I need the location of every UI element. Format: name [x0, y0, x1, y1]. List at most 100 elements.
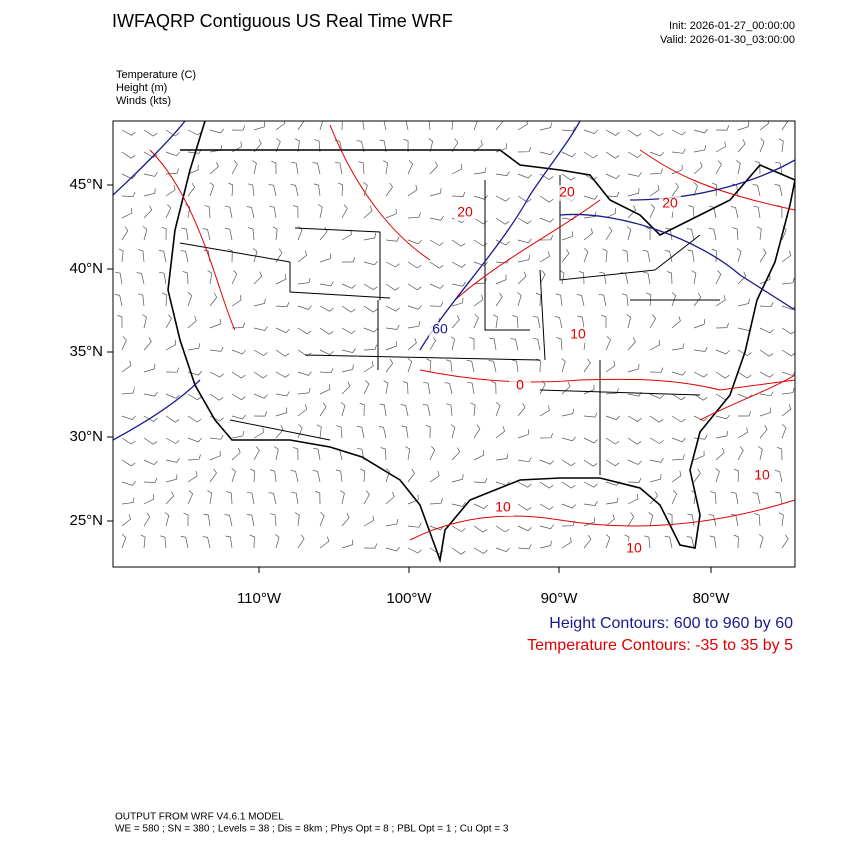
wind-barb: [269, 469, 277, 483]
wind-barb: [159, 271, 167, 285]
wind-barb: [379, 403, 387, 417]
wind-barb: [224, 228, 233, 241]
lat-label: 25°N: [69, 512, 103, 529]
wind-barb: [165, 184, 176, 197]
wind-barb: [649, 151, 664, 157]
wind-barb: [187, 164, 199, 175]
wind-barb: [561, 358, 566, 373]
wind-barb: [290, 470, 299, 483]
wind-barb: [583, 534, 592, 549]
wind-barb: [605, 129, 620, 136]
wind-barb: [649, 457, 664, 463]
wind-barb: [759, 302, 774, 308]
contour-label: 0: [516, 377, 524, 393]
wind-barb: [561, 151, 576, 158]
wind-barb: [142, 226, 148, 241]
wind-barb: [759, 349, 774, 357]
wind-barb: [143, 459, 158, 466]
wind-barb: [561, 408, 574, 417]
init-time: Init: 2026-01-27_00:00:00: [669, 20, 795, 32]
lat-label: 35°N: [69, 343, 103, 360]
wind-barb: [187, 343, 201, 351]
wind-barb: [708, 514, 717, 527]
wind-barb: [319, 121, 323, 131]
wind-barb: [730, 491, 739, 505]
wind-barb: [671, 454, 685, 461]
wind-barb: [646, 292, 652, 307]
wind-barb: [715, 447, 725, 461]
wind-barb: [539, 459, 554, 465]
wind-barb: [671, 316, 681, 329]
wind-barb: [561, 459, 576, 467]
wind-barb: [252, 160, 257, 175]
wind-barb: [341, 305, 356, 313]
wind-barb: [517, 457, 532, 463]
wind-barb: [774, 470, 783, 483]
wind-barb: [621, 293, 629, 307]
wind-barb: [715, 322, 729, 329]
wind-barb: [578, 270, 585, 285]
wind-barb: [385, 519, 399, 527]
wind-barb: [753, 205, 761, 219]
wind-barb: [429, 261, 444, 269]
wind-barb: [121, 208, 133, 219]
wind-barb: [737, 121, 750, 131]
wind-barb: [535, 292, 541, 307]
wind-barb: [253, 271, 263, 285]
wind-barb: [778, 138, 784, 153]
wind-barb: [473, 525, 488, 533]
wind-barb: [143, 188, 156, 197]
wind-barb: [495, 274, 507, 285]
wind-barb: [385, 546, 400, 552]
wind-barb: [253, 427, 264, 439]
wind-barb: [598, 294, 607, 307]
contour-label-box: [623, 541, 645, 557]
wind-barb: [165, 204, 172, 219]
wind-barb: [756, 226, 762, 241]
wind-barb: [253, 121, 266, 131]
wind-barb: [671, 182, 679, 197]
wind-barb: [319, 512, 325, 527]
wind-barb: [317, 204, 323, 219]
contour-label-box: [509, 378, 531, 394]
wind-barb: [561, 126, 576, 132]
wind-barb: [187, 415, 202, 423]
wind-barb: [583, 228, 594, 241]
wind-barb: [121, 534, 127, 549]
wind-barb: [290, 184, 299, 197]
wind-barb: [253, 349, 268, 357]
wind-barb: [561, 215, 576, 221]
wind-barb: [583, 248, 589, 263]
wind-barb: [143, 477, 158, 483]
wind-barb: [715, 349, 730, 355]
wind-barb: [467, 381, 475, 395]
wind-barb: [599, 271, 607, 285]
wind-barb: [407, 305, 422, 310]
wind-barb: [117, 314, 123, 329]
wind-barb: [473, 294, 484, 307]
wind-barb: [556, 337, 563, 351]
wind-barb: [715, 270, 722, 285]
wind-barb: [162, 292, 168, 307]
wind-barb: [275, 327, 290, 334]
wind-barb: [627, 459, 642, 465]
wind-barb: [187, 470, 198, 483]
wind-barb: [759, 121, 770, 131]
wind-barb: [121, 151, 136, 159]
wind-barb: [338, 182, 344, 197]
wind-barb: [539, 195, 554, 203]
wind-barb: [270, 513, 277, 527]
wind-barb: [473, 121, 478, 131]
wind-barb: [781, 277, 795, 285]
wind-barb: [275, 407, 288, 417]
wind-barb: [733, 534, 739, 549]
wind-barb: [776, 446, 783, 461]
wind-barb: [294, 138, 300, 153]
wind-barb: [539, 432, 554, 439]
wind-barb: [341, 121, 343, 131]
wind-barb: [248, 227, 255, 241]
wind-barb: [429, 525, 444, 531]
wind-barb: [737, 371, 752, 379]
wind-barb: [407, 494, 419, 505]
wind-barb: [341, 229, 352, 241]
